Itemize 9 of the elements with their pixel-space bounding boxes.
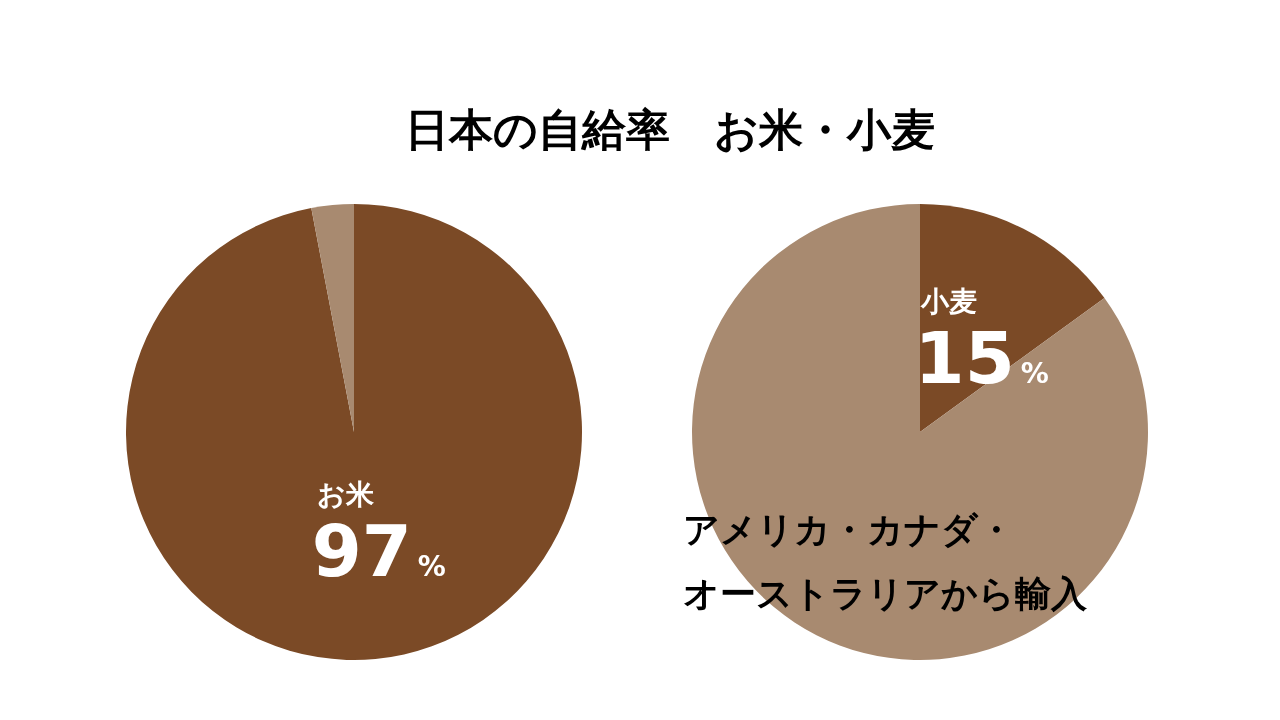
slice-label: お米 [317,478,375,512]
text: 日本の自給率 お米・小麦 [405,104,935,155]
text: オーストラリアから輸入 [683,573,1088,614]
text: アメリカ・カナダ・ [683,509,1014,550]
slice-label: 小麦 [919,284,977,318]
data-label: 15% [914,315,1049,400]
data-label: 97% [311,509,446,594]
pie-slice [126,204,582,660]
pie-slice [311,204,354,432]
